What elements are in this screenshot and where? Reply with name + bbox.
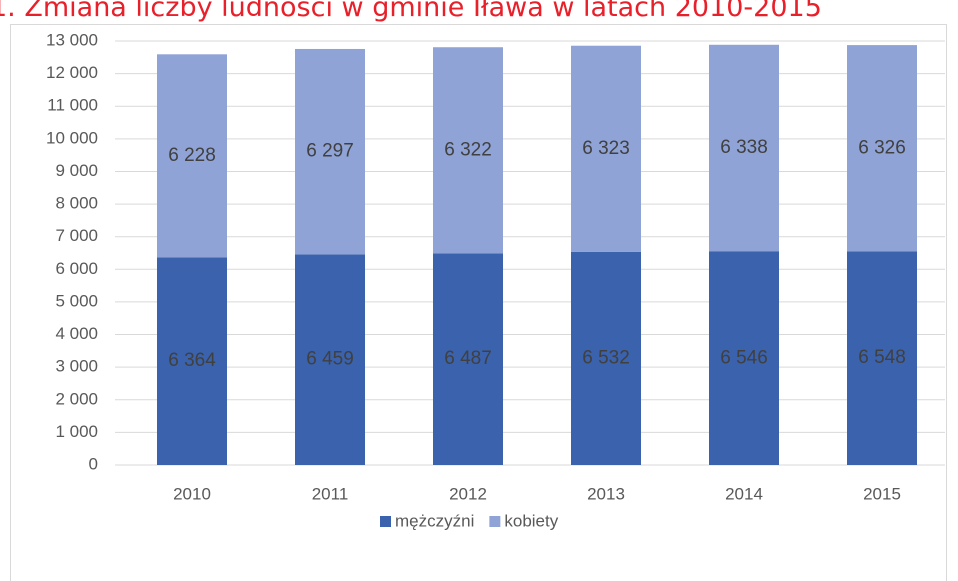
x-tick-label: 2012 — [449, 484, 487, 503]
value-label: 6 323 — [582, 138, 630, 159]
value-label: 6 546 — [720, 347, 768, 368]
value-label: 6 297 — [306, 141, 354, 162]
chart-title: 1. Zmiana liczby ludności w gminie Iława… — [0, 0, 822, 23]
y-tick-label: 3 000 — [55, 357, 98, 376]
y-tick-label: 6 000 — [55, 259, 98, 278]
y-tick-label: 7 000 — [55, 226, 98, 245]
bar-segment — [571, 251, 641, 465]
y-tick-label: 0 — [89, 454, 98, 473]
y-tick-label: 11 000 — [47, 96, 98, 115]
x-tick-label: 2014 — [725, 484, 763, 503]
value-label: 6 338 — [720, 137, 768, 158]
value-label: 6 532 — [582, 347, 630, 368]
x-tick-label: 2010 — [173, 484, 211, 503]
value-label: 6 364 — [168, 350, 216, 371]
x-tick-label: 2011 — [312, 484, 349, 503]
value-label: 6 322 — [444, 139, 492, 160]
bar-segment — [709, 251, 779, 465]
y-tick-label: 12 000 — [46, 63, 98, 82]
bar-segment — [295, 48, 365, 255]
bar-segment — [571, 45, 641, 252]
value-label: 6 459 — [306, 349, 354, 370]
bar-segment — [433, 47, 503, 254]
bar-segment — [847, 45, 917, 252]
value-label: 6 228 — [168, 145, 216, 166]
bar-segment — [157, 257, 227, 465]
legend-label: kobiety — [504, 511, 558, 530]
value-label: 6 326 — [858, 137, 906, 158]
y-tick-label: 13 000 — [46, 30, 98, 49]
y-tick-label: 9 000 — [55, 161, 98, 180]
bar-segment — [157, 54, 227, 258]
y-tick-label: 2 000 — [55, 389, 98, 408]
value-label: 6 548 — [858, 347, 906, 368]
legend-swatch — [489, 516, 501, 527]
y-tick-label: 4 000 — [55, 324, 98, 343]
legend-label: mężczyźni — [395, 511, 474, 530]
bar-segment — [847, 251, 917, 465]
legend-swatch — [380, 516, 391, 527]
bar-segment — [709, 44, 779, 252]
bar-segment — [295, 254, 365, 465]
y-tick-label: 1 000 — [55, 422, 98, 441]
chart-border — [10, 24, 947, 581]
bar-segment — [433, 253, 503, 465]
value-label: 6 487 — [444, 348, 492, 369]
y-tick-label: 10 000 — [46, 128, 98, 147]
x-tick-label: 2013 — [587, 484, 625, 503]
x-tick-label: 2015 — [863, 484, 901, 503]
y-tick-label: 5 000 — [55, 291, 98, 310]
y-tick-label: 8 000 — [55, 194, 98, 213]
